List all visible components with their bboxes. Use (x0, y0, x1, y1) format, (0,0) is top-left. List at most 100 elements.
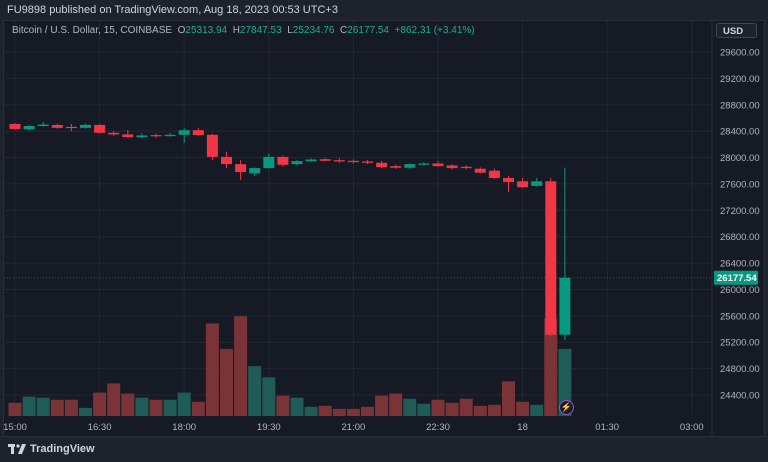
candle-body (206, 134, 218, 157)
open-value: 25313.94 (185, 25, 228, 36)
volume-bar (530, 404, 544, 416)
volume-bar (318, 405, 332, 416)
volume-bar (375, 395, 389, 416)
candle-body (263, 156, 275, 169)
price-tick-label: 27600.00 (720, 179, 760, 190)
price-tick-label: 29200.00 (720, 74, 760, 85)
price-tick-label: 24800.00 (720, 364, 760, 375)
candle-body (319, 159, 331, 161)
price-tick-label: 28400.00 (720, 127, 760, 138)
price-tick-label: 25200.00 (720, 338, 760, 349)
lightning-icon[interactable]: ⚡ (559, 400, 574, 415)
candle-body (23, 126, 35, 130)
volume-bar (163, 399, 177, 416)
volume-bar (135, 397, 149, 416)
candle-body (164, 134, 176, 137)
last-price-label: 26177.54 (717, 273, 757, 284)
candle-body (418, 163, 430, 165)
candle-body (488, 170, 500, 178)
candle-body (474, 168, 486, 173)
time-tick-label: 22:30 (426, 422, 450, 433)
time-tick-label: 18 (517, 422, 528, 433)
candle-body (51, 124, 63, 128)
candle-body (249, 168, 261, 174)
candle-body (9, 123, 21, 129)
time-tick-label: 15:00 (3, 422, 27, 433)
volume-bar (220, 348, 233, 416)
candle-body (404, 164, 416, 168)
candle-body (65, 126, 77, 129)
candle-body (277, 156, 289, 165)
currency-button[interactable]: USD (716, 23, 757, 38)
candle-body (305, 159, 317, 162)
volume-bar (177, 392, 191, 416)
volume-bar (304, 406, 318, 416)
candle-body (376, 162, 388, 168)
volume-bar (205, 323, 219, 416)
price-tick-label: 26400.00 (720, 259, 760, 270)
high-value: 27847.53 (239, 25, 282, 36)
volume-bar (403, 398, 417, 416)
price-tick-label: 27200.00 (720, 206, 760, 217)
candle-body (545, 181, 557, 335)
volume-bar (445, 402, 459, 416)
tradingview-logo[interactable]: TradingView (8, 443, 95, 455)
candle-body (559, 277, 571, 335)
candle-body (192, 130, 204, 136)
volume-bar (346, 408, 360, 416)
time-tick-label: 21:00 (342, 422, 366, 433)
last-price-badge (714, 270, 758, 285)
time-tick-label: 19:30 (257, 422, 281, 433)
volume-bar (36, 397, 50, 416)
volume-bar (50, 399, 64, 416)
volume-bar (22, 396, 36, 416)
price-tick-label: 28800.00 (720, 100, 760, 111)
candle-body (291, 161, 303, 165)
volume-bar (431, 399, 445, 416)
volume-bar (64, 399, 78, 416)
volume-bar (149, 399, 163, 416)
time-tick-label: 16:30 (88, 422, 112, 433)
high-label: H (232, 25, 240, 36)
price-tick-label: 26800.00 (720, 232, 760, 243)
close-value: 26177.54 (347, 25, 389, 36)
volume-bar (107, 383, 121, 416)
candle-body (37, 124, 49, 127)
candle-body (221, 156, 232, 165)
candle-body (460, 166, 472, 169)
volume-bar (276, 395, 290, 416)
candle-body (178, 130, 190, 135)
volume-bar (544, 318, 558, 416)
volume-bar (290, 397, 304, 416)
price-tick-label: 28000.00 (720, 153, 760, 164)
volume-bar (459, 398, 473, 416)
low-label: L (287, 25, 293, 36)
candle-body (80, 124, 91, 128)
price-tick-label: 24400.00 (720, 390, 760, 401)
candle-body (136, 135, 148, 138)
volume-bar (487, 404, 501, 416)
publish-info: FU9898 published on TradingView.com, Aug… (7, 4, 338, 16)
candle-body (235, 164, 247, 173)
chart-panel[interactable] (3, 20, 765, 437)
volume-bar (191, 401, 205, 416)
volume-bar (234, 316, 248, 416)
candle-body (347, 160, 359, 163)
volume-bar (121, 393, 135, 416)
price-tick-label: 25600.00 (720, 311, 760, 322)
change-value: +862.31 (+3.41%) (394, 25, 475, 36)
volume-bar (93, 392, 107, 416)
tv-logo-icon (8, 444, 26, 454)
candle-body (122, 134, 134, 138)
volume-bar (417, 403, 431, 416)
candle-body (517, 181, 529, 188)
volume-bar (473, 405, 487, 416)
candle-body (432, 163, 444, 167)
time-tick-label: 01:30 (595, 422, 619, 433)
footer-brand: TradingView (30, 443, 95, 455)
volume-bar (516, 401, 530, 416)
volume-bar (8, 402, 22, 416)
candle-body (503, 177, 514, 182)
volume-bar (502, 381, 515, 416)
